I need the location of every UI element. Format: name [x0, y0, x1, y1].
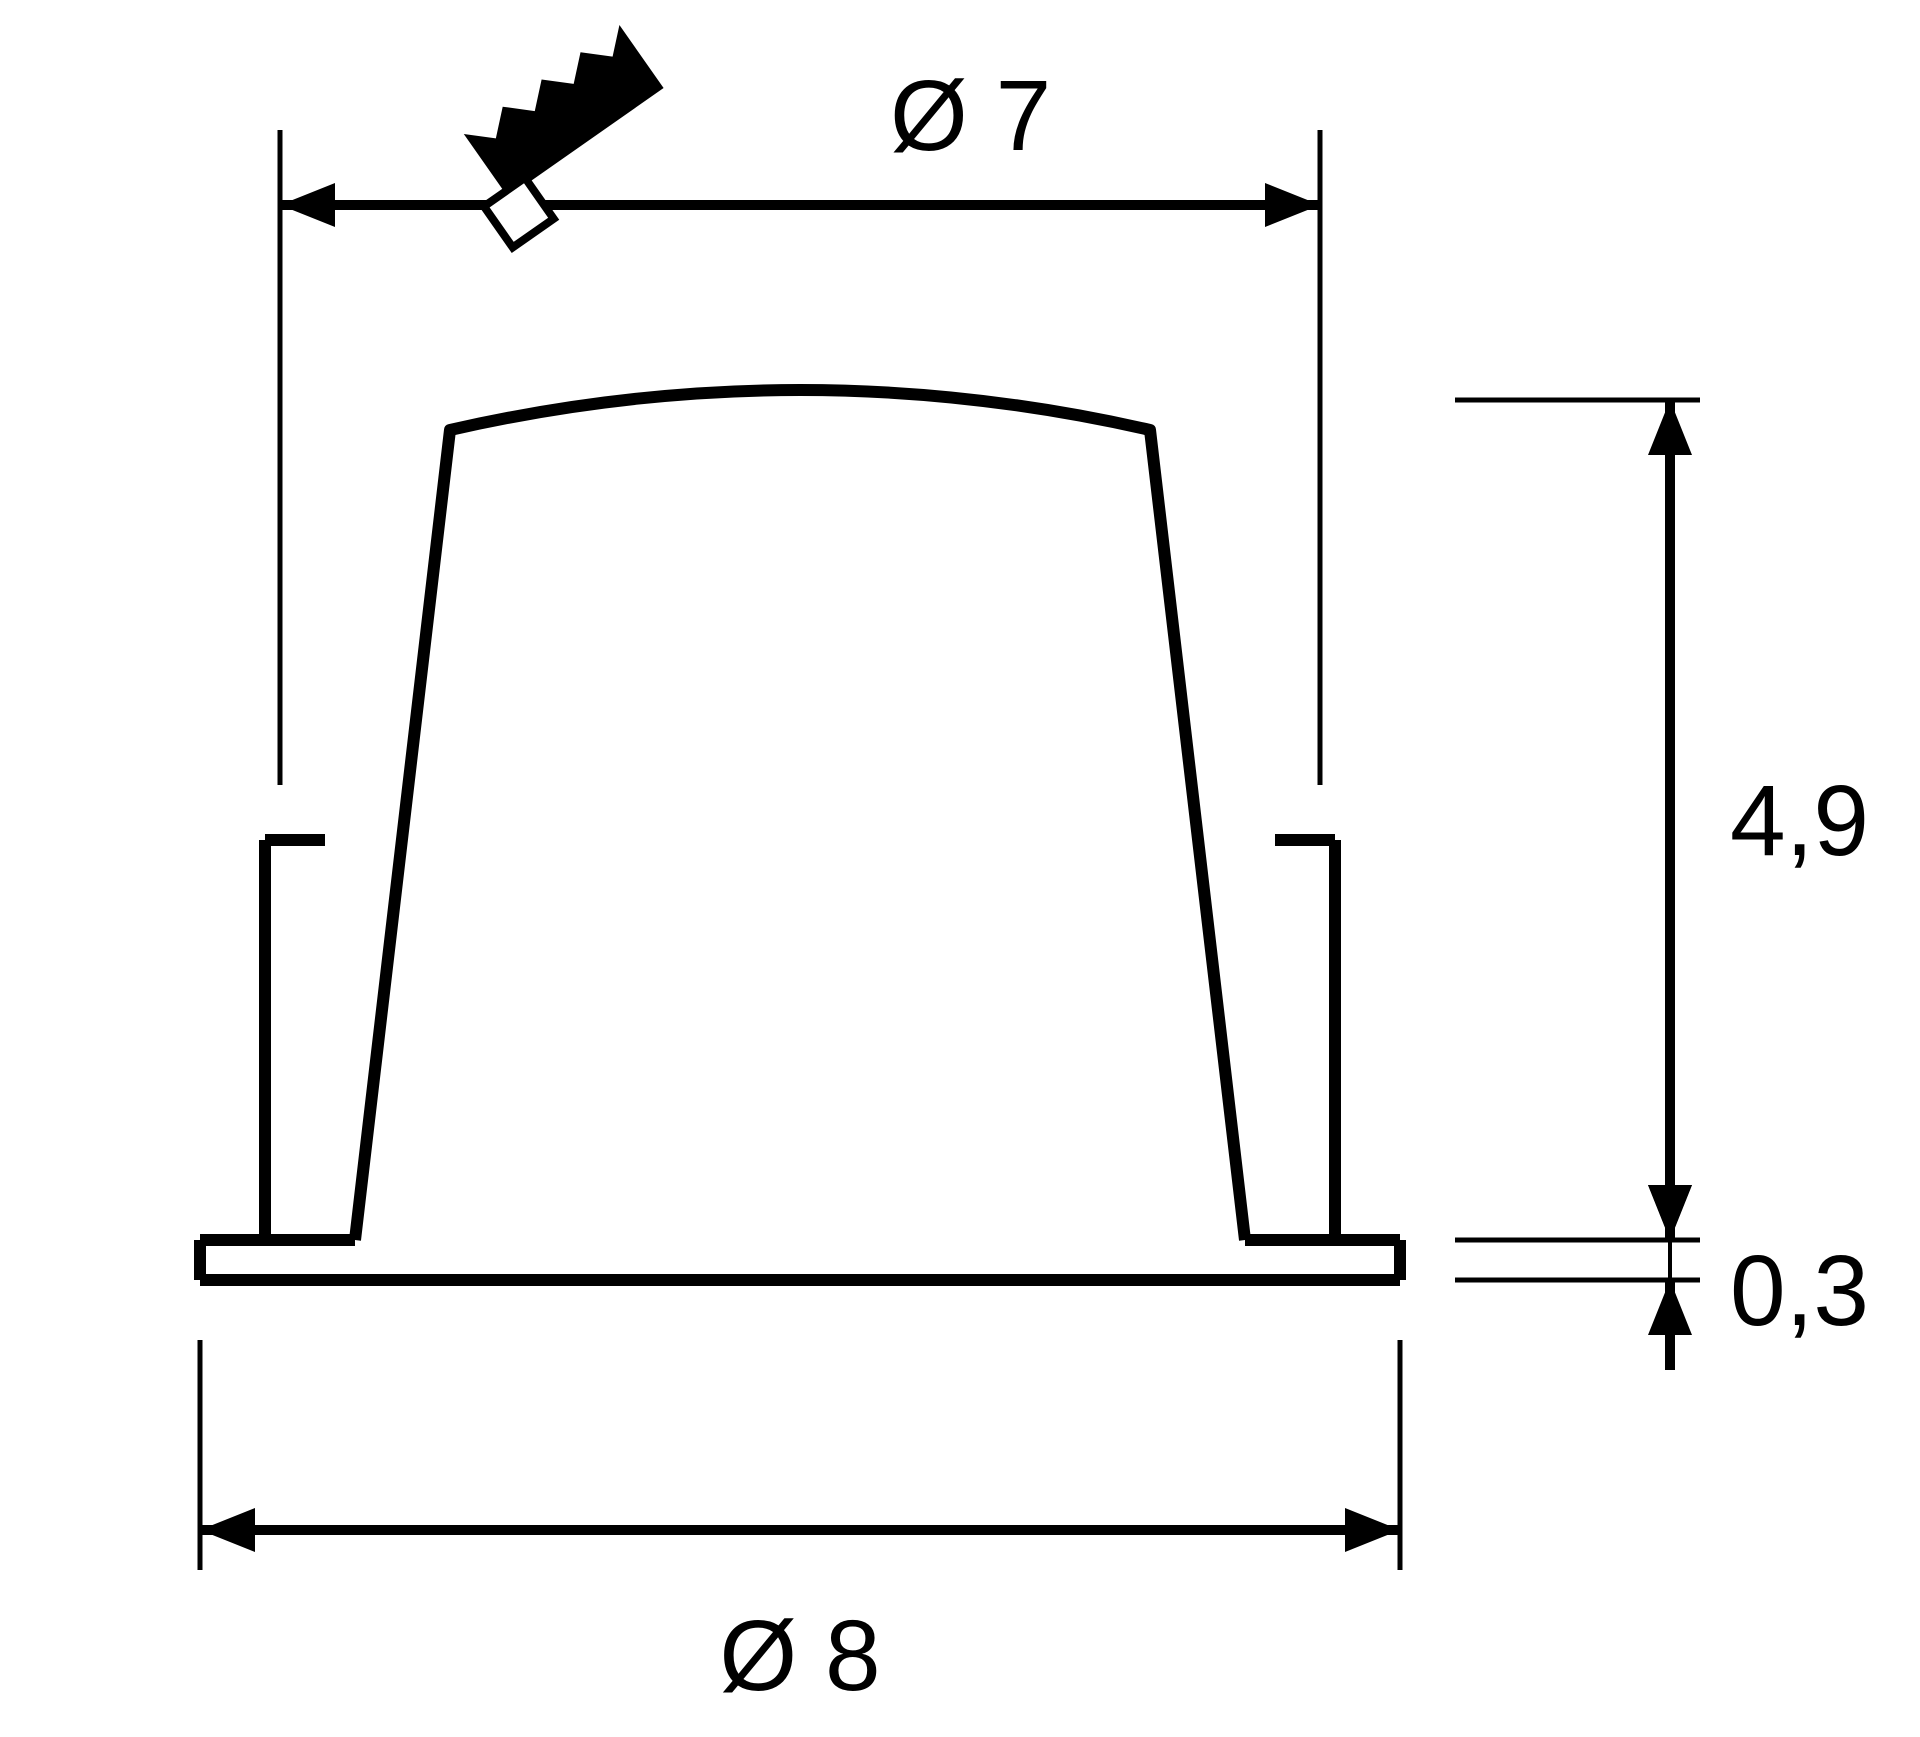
- label-cutout-diameter: Ø 7: [890, 60, 1051, 172]
- dimension-heights: [1455, 400, 1700, 1370]
- dimension-outer-diameter: [200, 1340, 1400, 1570]
- technical-drawing: Ø 7 Ø 8 4,9 0,3: [0, 0, 1920, 1737]
- label-height-lower: 0,3: [1730, 1235, 1869, 1347]
- fixture-profile: [200, 390, 1400, 1280]
- label-outer-diameter: Ø 8: [719, 1600, 880, 1712]
- label-height-upper: 4,9: [1730, 765, 1869, 877]
- saw-icon: [464, 25, 664, 197]
- dimension-cutout-diameter: [280, 130, 1320, 785]
